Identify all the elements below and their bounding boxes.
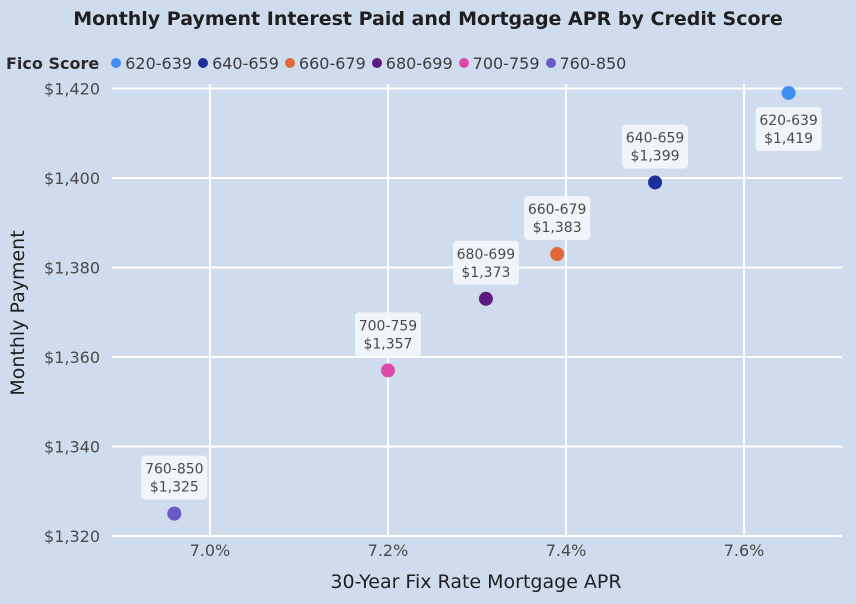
legend-item-760-850[interactable]: 760-850	[545, 53, 627, 73]
data-label-box-640-659	[622, 124, 689, 169]
x-tick-label: 7.0%	[190, 541, 231, 560]
data-label-box-760-850	[141, 455, 208, 500]
legend-item-680-699[interactable]: 680-699	[371, 53, 453, 73]
data-label-category-700-759: 700-759	[359, 318, 418, 334]
data-point-640-659[interactable]	[648, 175, 663, 190]
data-label-value-700-759: $1,357	[363, 336, 412, 352]
data-label-category-660-679: 660-679	[528, 202, 587, 218]
data-point-760-850[interactable]	[167, 506, 182, 521]
data-label-box-700-759	[354, 312, 421, 357]
data-point-660-679[interactable]	[550, 247, 565, 262]
data-label-category-640-659: 640-659	[626, 130, 685, 146]
legend-label-620-639: 620-639	[125, 53, 193, 73]
legend-label-680-699: 680-699	[385, 53, 453, 73]
data-label-category-620-639: 620-639	[759, 113, 818, 129]
data-labels: 620-639 $1,419 640-659 $1,399 660-679 $1,383 6…	[141, 106, 822, 500]
x-tick-label: 7.4%	[546, 541, 587, 560]
y-tick-label: $1,320	[44, 527, 100, 546]
data-label-value-640-659: $1,399	[631, 148, 680, 164]
legend-marker-760-850-icon	[545, 58, 556, 68]
x-tick-label: 7.6%	[724, 541, 765, 560]
chart-title: Monthly Payment Interest Paid and Mortga…	[73, 8, 783, 30]
data-label-category-680-699: 680-699	[457, 247, 516, 263]
grid	[112, 84, 842, 537]
data-label-value-680-699: $1,373	[461, 265, 510, 281]
data-point-680-699[interactable]	[478, 291, 493, 306]
legend-item-700-759[interactable]: 700-759	[458, 53, 540, 73]
axes: $1,320 $1,340 $1,360 $1,380 $1,400 $1,420 7.0%…	[44, 79, 764, 560]
y-tick-label: $1,420	[44, 79, 100, 98]
legend-title: Fico Score	[6, 53, 100, 73]
legend-label-700-759: 700-759	[472, 53, 540, 73]
legend-item-640-659[interactable]: 640-659	[198, 54, 279, 73]
legend-marker-640-659-icon	[198, 58, 209, 68]
data-point-620-639[interactable]	[781, 85, 796, 100]
y-tick-label: $1,360	[44, 348, 100, 367]
data-label-box-620-639	[755, 106, 822, 151]
data-point-700-759[interactable]	[380, 363, 395, 378]
legend-marker-680-699-icon	[371, 58, 382, 68]
legend-label-660-679: 660-679	[298, 53, 366, 73]
data-label-box-680-699	[452, 240, 519, 285]
data-label-box-660-679	[524, 196, 591, 241]
legend: Fico Score 620-639 640-659 660-679 680-6…	[6, 52, 632, 74]
legend-marker-620-639-icon	[111, 58, 122, 68]
y-tick-label: $1,340	[44, 437, 100, 456]
x-tick-label: 7.2%	[368, 541, 409, 560]
legend-label-760-850: 760-850	[559, 53, 627, 73]
y-tick-label: $1,400	[44, 169, 100, 188]
data-label-category-760-850: 760-850	[145, 462, 204, 478]
legend-marker-660-679-icon	[284, 58, 295, 68]
legend-marker-700-759-icon	[458, 58, 469, 68]
legend-item-660-679[interactable]: 660-679	[284, 53, 366, 73]
data-label-value-620-639: $1,419	[764, 131, 813, 147]
x-axis-title: 30-Year Fix Rate Mortgage APR	[330, 571, 621, 593]
y-tick-label: $1,380	[44, 258, 100, 277]
data-label-value-760-850: $1,325	[150, 480, 199, 496]
y-axis-title: Monthly Payment	[7, 230, 29, 395]
data-label-value-660-679: $1,383	[533, 220, 582, 236]
legend-label-640-659: 640-659	[212, 53, 279, 73]
data-points	[167, 85, 796, 521]
legend-item-620-639[interactable]: 620-639	[111, 54, 192, 73]
